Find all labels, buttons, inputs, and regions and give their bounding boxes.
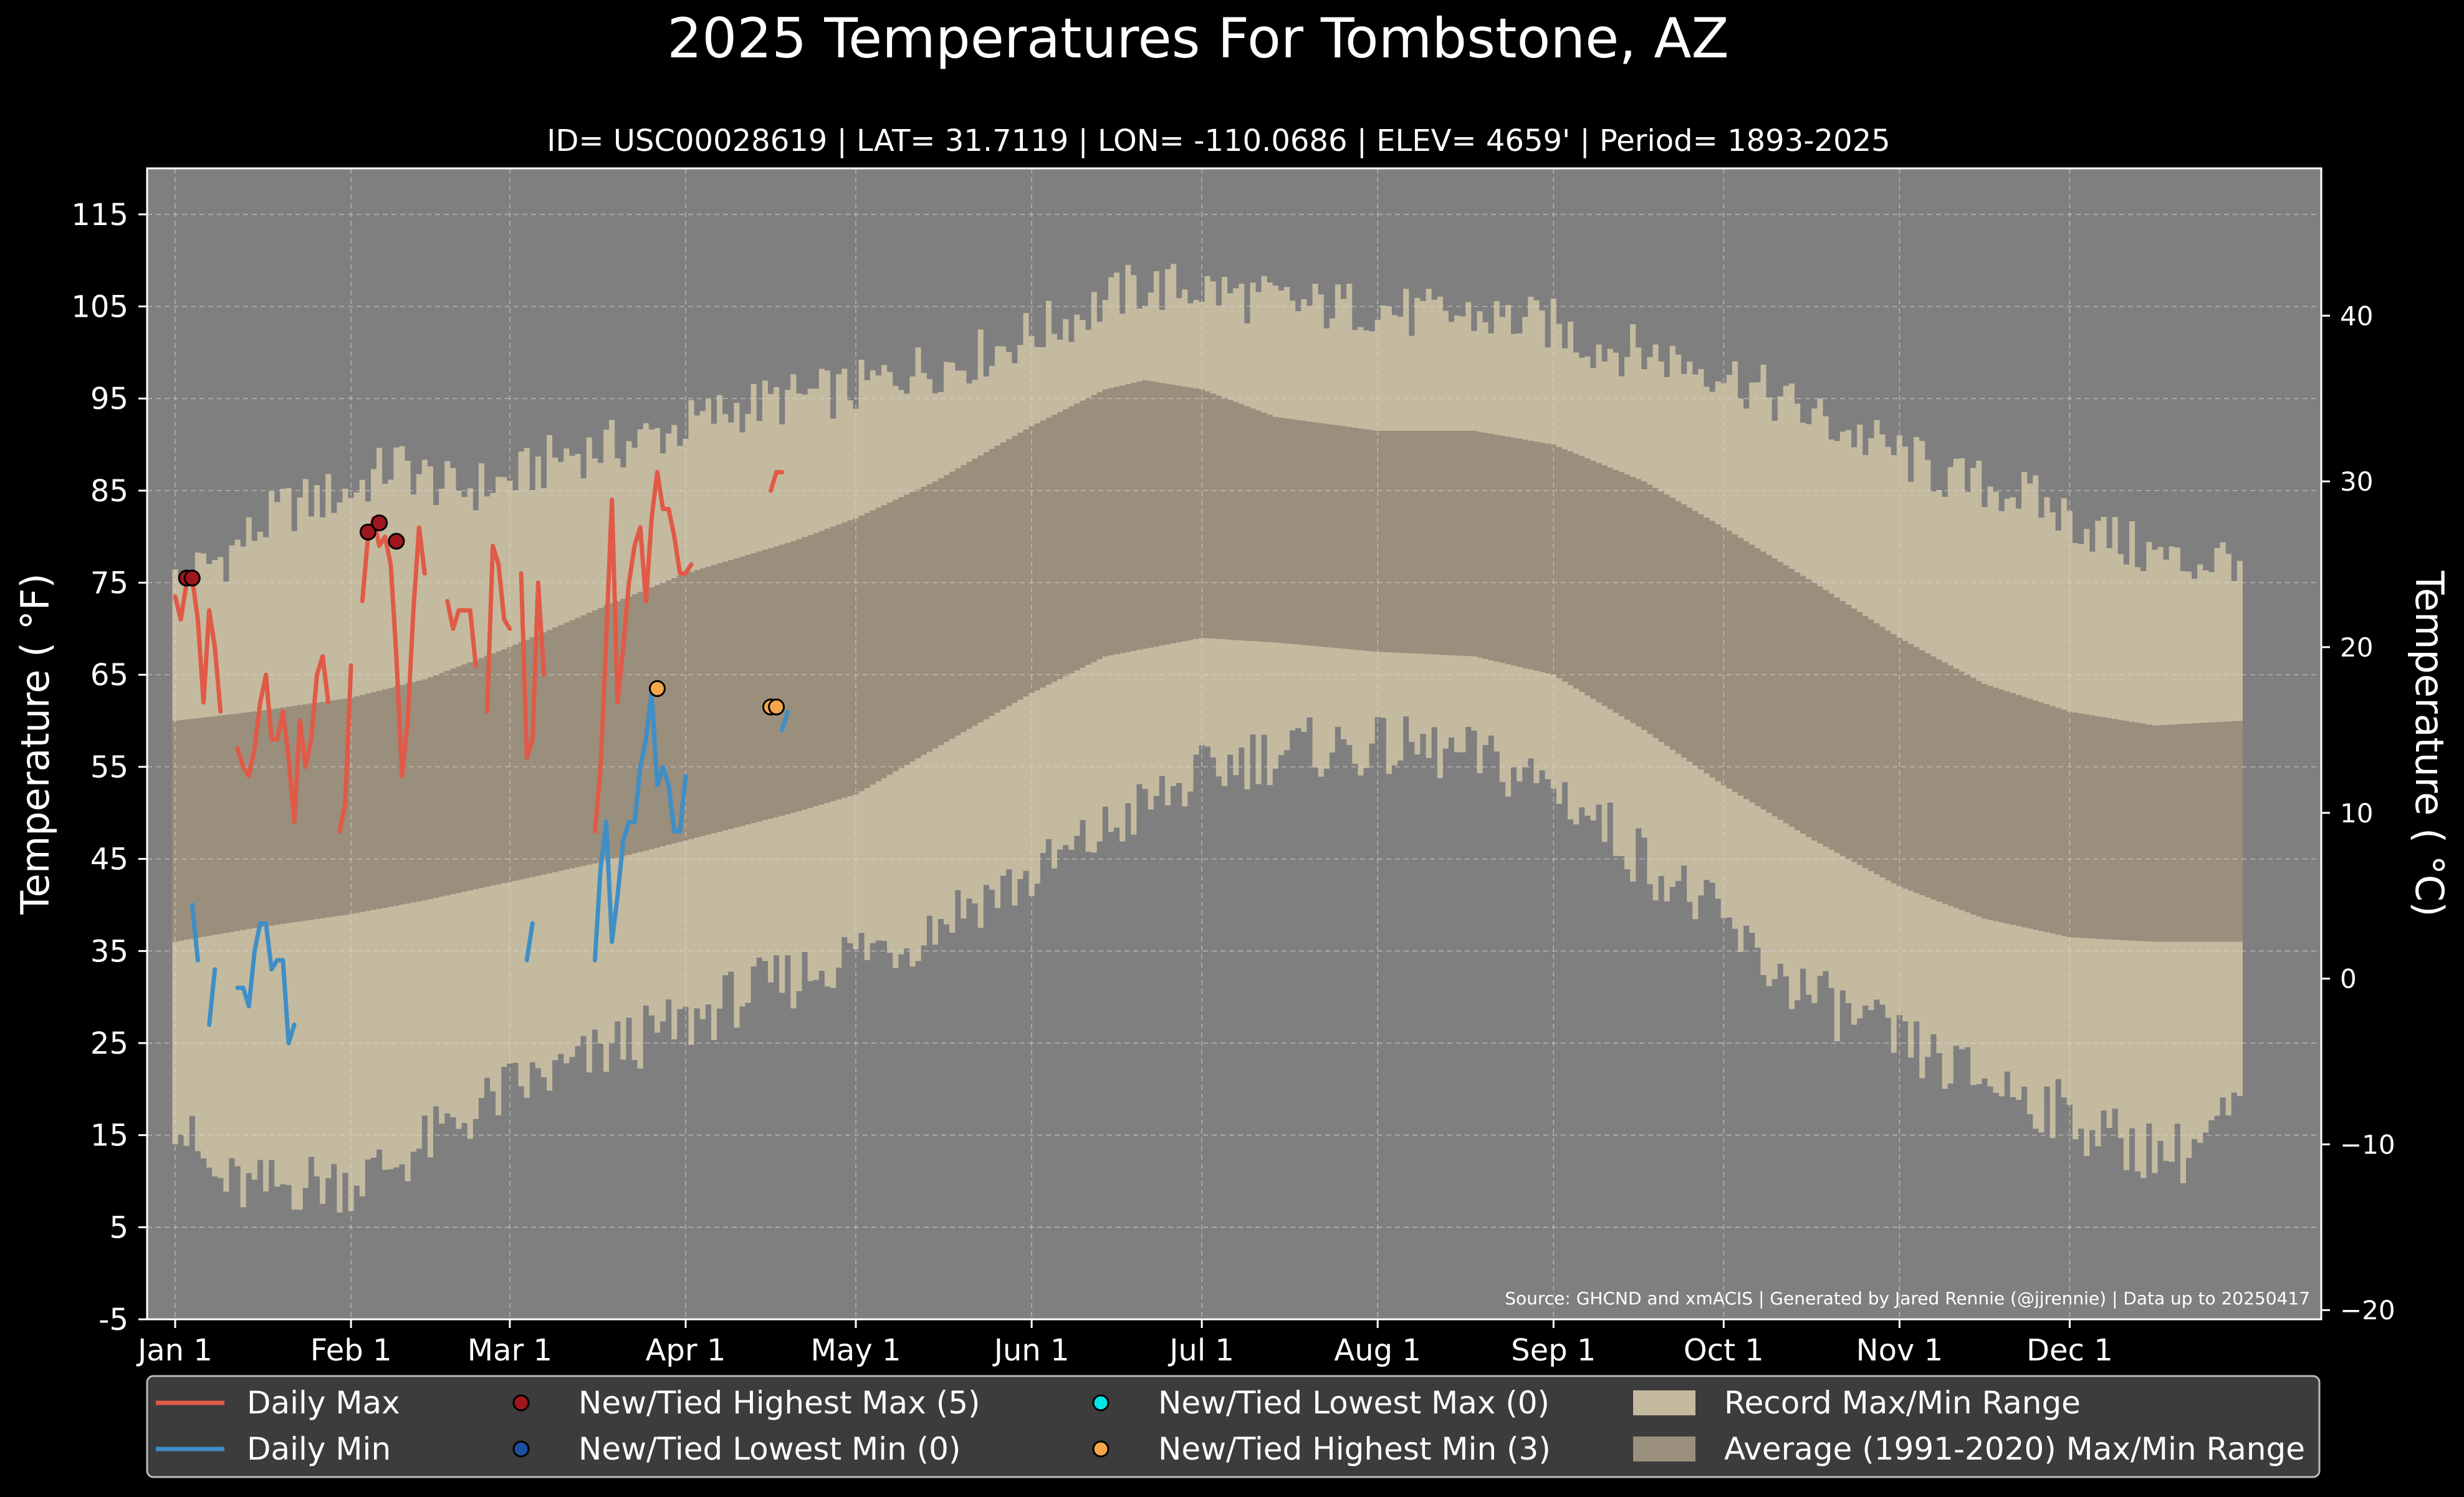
y-axis-right: −20 −10 0 10 20 30 40 [2321,301,2395,1326]
daily-min-line [189,902,200,963]
chart-title: 2025 Temperatures For Tombstone, AZ [667,6,1728,70]
record-range-band [172,264,2243,1213]
record-marker [649,680,666,697]
daily-max-line [485,544,512,714]
daily-min-line [592,691,688,963]
y-right-tick-label: 0 [2340,964,2357,994]
source-note: Source: GHCND and xmACIS | Generated by … [1505,1288,2310,1309]
x-tick-label: Oct 1 [1684,1333,1764,1368]
legend-patch-swatch [1633,1390,1695,1415]
y-right-tick-label: −20 [2340,1295,2395,1326]
record-marker [388,532,405,550]
y-tick-label: 15 [90,1119,128,1153]
x-axis: Jan 1 Feb 1 Mar 1 Apr 1 May 1 Jun 1 Jul 1 Aug 1… [136,1319,2113,1368]
daily-max-line [592,469,694,834]
y-tick-label: 95 [90,382,128,416]
y-tick-label: 65 [90,658,128,693]
y-tick-label: 85 [90,474,128,509]
x-tick-label: May 1 [810,1333,901,1368]
legend-label: New/Tied Lowest Min (0) [578,1431,961,1467]
y-right-tick-label: 30 [2340,466,2373,497]
y-axis-label-left: Temperature ( °F) [12,573,58,915]
y-tick-label: 45 [90,842,128,877]
record-marker [371,514,388,532]
legend-items: Daily Max Daily Min New/Tied Highest Max (… [156,1385,2305,1467]
average-range-band [172,380,2243,942]
y-axis-label-right: Temperature ( °C) [2407,570,2452,917]
legend-patch-swatch [1633,1437,1695,1461]
y-right-tick-label: 40 [2340,301,2373,331]
y-right-tick-label: 20 [2340,632,2373,663]
legend-label: New/Tied Lowest Max (0) [1158,1385,1550,1421]
legend-label: New/Tied Highest Min (3) [1158,1431,1551,1467]
x-tick-label: Aug 1 [1334,1333,1421,1368]
daily-max-line [173,575,223,714]
legend-dot-swatch [512,1394,530,1412]
daily-min-line [207,967,218,1027]
series-lines [173,469,790,1046]
record-marker [183,569,201,587]
legend-label: New/Tied Highest Max (5) [578,1385,980,1421]
y-tick-label: 115 [71,198,128,233]
legend-label: Average (1991-2020) Max/Min Range [1724,1431,2305,1467]
x-tick-label: Apr 1 [646,1333,726,1368]
daily-max-line [445,599,478,668]
x-tick-label: Jan 1 [136,1333,213,1368]
daily-max-line [337,663,353,834]
daily-max-line [235,654,331,824]
record-markers [178,514,785,716]
record-marker [768,698,785,716]
legend-label: Daily Max [247,1385,400,1421]
plot-frame [146,167,2323,1321]
daily-max-line [769,469,785,493]
x-tick-label: Mar 1 [467,1333,552,1368]
y-tick-label: 25 [90,1026,128,1061]
y-right-tick-label: 10 [2340,798,2373,829]
x-tick-label: Jun 1 [992,1333,1070,1368]
daily-min-line [235,921,297,1046]
y-tick-label: 105 [71,290,128,325]
plot-area: Source: GHCND and xmACIS | Generated by … [146,167,2323,1321]
daily-min-line [780,709,790,733]
chart-subtitle: ID= USC00028619 | LAT= 31.7119 | LON= -1… [547,123,1890,158]
record-marker [359,523,376,541]
y-tick-label: 55 [90,750,128,785]
y-right-tick-label: −10 [2340,1129,2395,1160]
x-tick-label: Sep 1 [1511,1333,1596,1368]
legend-box [146,1375,2321,1478]
x-tick-label: Nov 1 [1856,1333,1943,1368]
y-tick-label: 35 [90,934,128,969]
daily-min-line [524,921,535,963]
legend: Daily Max Daily Min New/Tied Highest Max (… [146,1375,2321,1478]
x-tick-label: Dec 1 [2026,1333,2113,1368]
legend-dot-swatch [1092,1394,1110,1412]
legend-label: Daily Min [247,1431,391,1467]
x-tick-label: Feb 1 [310,1333,392,1368]
legend-dot-swatch [512,1440,530,1458]
y-tick-label: -5 [98,1302,128,1337]
legend-dot-swatch [1092,1440,1110,1458]
daily-max-line [519,571,546,760]
y-tick-label: 5 [109,1210,128,1245]
x-tick-label: Jul 1 [1167,1333,1234,1368]
legend-label: Record Max/Min Range [1724,1385,2081,1421]
range-bands [172,264,2243,1213]
y-tick-label: 75 [90,566,128,601]
y-axis-left: -5 5 15 25 35 45 55 65 75 85 95 105 115 [71,198,147,1337]
